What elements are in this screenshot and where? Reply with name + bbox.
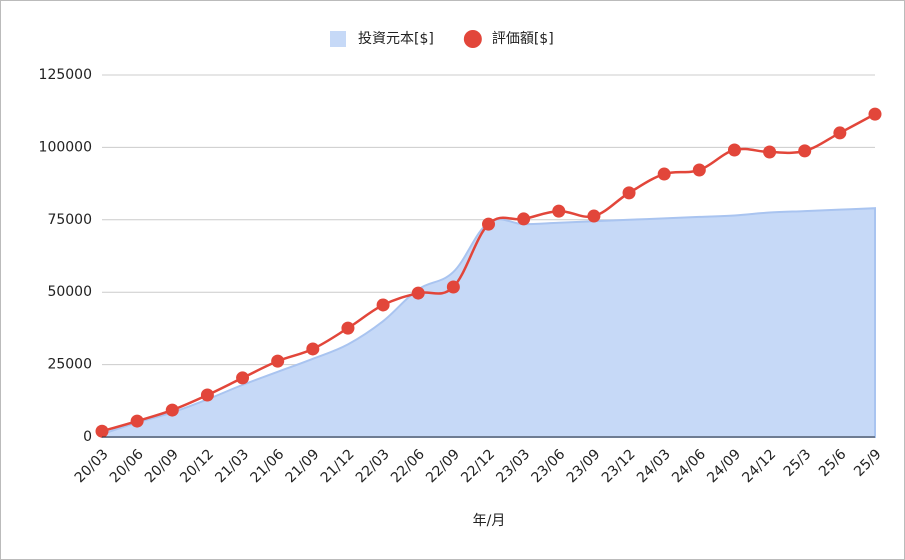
point [236, 371, 250, 385]
point [376, 298, 390, 312]
point [517, 212, 531, 226]
y-tick-label: 75000 [47, 212, 92, 228]
point [306, 342, 320, 356]
y-tick-label: 50000 [47, 284, 92, 300]
point [727, 143, 741, 157]
point [798, 144, 812, 158]
point [657, 167, 671, 181]
point [165, 403, 179, 417]
point [763, 145, 777, 159]
point [95, 424, 109, 438]
y-tick-label: 125000 [39, 67, 92, 83]
point [587, 209, 601, 223]
point [271, 354, 285, 368]
point [341, 321, 355, 335]
point [411, 286, 425, 300]
point [692, 163, 706, 177]
point [622, 186, 636, 200]
x-axis-title: 年/月 [473, 513, 506, 529]
legend-swatch [463, 30, 482, 48]
point [130, 414, 144, 428]
point [200, 388, 214, 402]
legend-label: 投資元本[$] [358, 31, 434, 47]
y-tick-label: 100000 [39, 139, 92, 155]
point [446, 280, 460, 294]
point [552, 204, 566, 218]
y-tick-label: 25000 [47, 357, 92, 373]
point [868, 107, 882, 121]
y-tick-label: 0 [83, 429, 92, 445]
legend-swatch [330, 31, 346, 47]
legend-label: 評価額[$] [492, 31, 554, 47]
point [833, 126, 847, 140]
point [482, 217, 495, 231]
